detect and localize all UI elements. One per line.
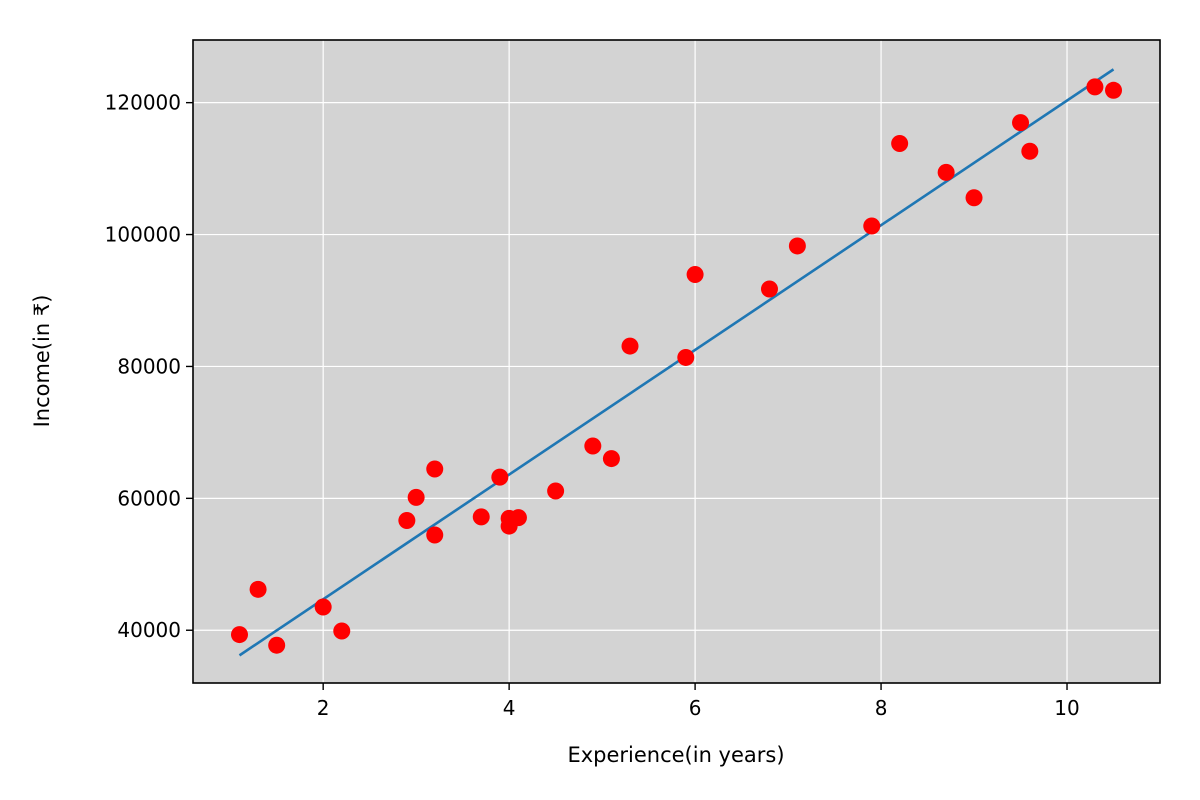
scatter-point (398, 511, 416, 529)
y-axis-label: Income(in ₹) (30, 295, 54, 428)
scatter-point (602, 450, 620, 468)
scatter-point (677, 348, 695, 366)
scatter-point (333, 622, 351, 640)
scatter-point (407, 488, 425, 506)
x-tick-label: 6 (689, 696, 702, 720)
grid-lines (193, 40, 1160, 683)
scatter-point (760, 280, 778, 298)
x-axis-ticks: 2 4 6 8 10 (317, 683, 1080, 720)
plot-frame (192, 39, 1161, 684)
y-axis-ticks: 40000 60000 80000 100000 120000 (105, 91, 193, 642)
scatter-point (426, 526, 444, 544)
scatter-point (965, 189, 983, 207)
x-tick-label: 4 (503, 696, 516, 720)
x-axis-label: Experience(in years) (567, 743, 784, 767)
scatter-point (1086, 78, 1104, 96)
y-tick-label: 40000 (117, 618, 181, 642)
scatter-point (426, 460, 444, 478)
scatter-point (621, 337, 639, 355)
scatter-point (472, 508, 490, 526)
scatter-point (1012, 114, 1030, 132)
scatter-point (547, 482, 565, 500)
scatter-point (937, 163, 955, 181)
scatter-point (509, 509, 527, 527)
y-tick-label: 80000 (117, 354, 181, 378)
scatter-point (863, 217, 881, 235)
y-tick-label: 60000 (117, 486, 181, 510)
scatter-points (230, 78, 1123, 654)
x-tick-label: 2 (317, 696, 330, 720)
scatter-point (1105, 81, 1123, 99)
scatter-point (584, 437, 602, 455)
scatter-point (249, 580, 267, 598)
fit-line-group (238, 68, 1115, 657)
y-tick-label: 120000 (105, 91, 181, 115)
scatter-point (230, 626, 248, 644)
scatter-point (491, 468, 509, 486)
scatter-point (891, 134, 909, 152)
scatter-point (1021, 142, 1039, 160)
y-tick-label: 100000 (105, 223, 181, 247)
fit-line (238, 68, 1115, 657)
scatter-point (686, 266, 704, 284)
scatter-point (314, 598, 332, 616)
x-tick-label: 10 (1054, 696, 1079, 720)
x-tick-label: 8 (875, 696, 888, 720)
scatter-point (268, 636, 286, 654)
scatter-point (788, 237, 806, 255)
